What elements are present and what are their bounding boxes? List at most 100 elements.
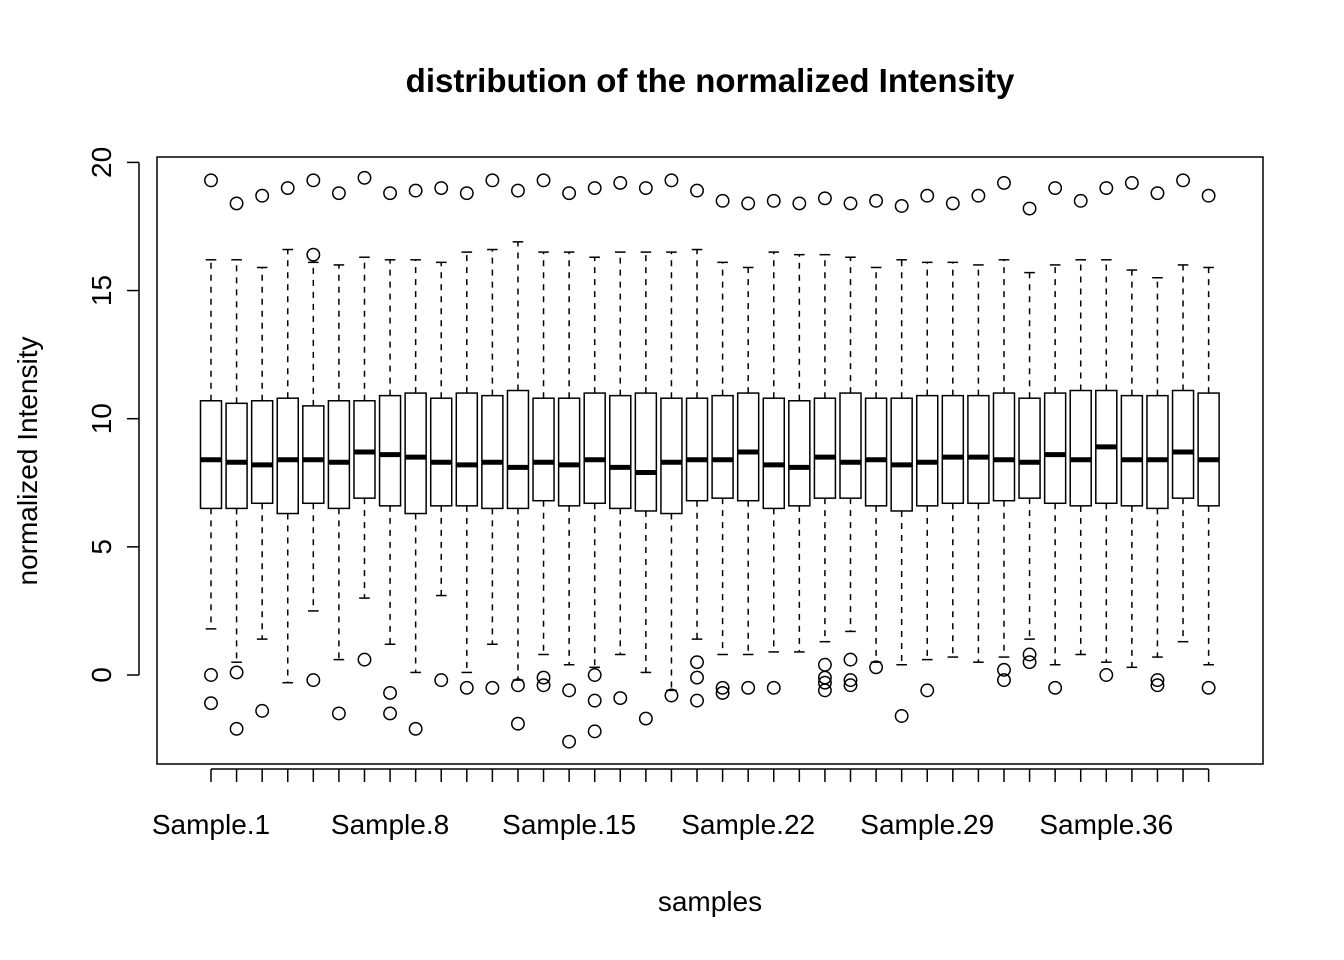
outlier-point xyxy=(255,703,270,718)
box-16 xyxy=(583,181,606,739)
outlier-point xyxy=(613,691,628,706)
outlier-point xyxy=(587,181,602,195)
outlier-point xyxy=(715,680,730,695)
outlier-point xyxy=(1022,655,1037,670)
outlier-point xyxy=(638,181,653,195)
box-11 xyxy=(455,186,479,695)
box-iqr xyxy=(1120,394,1144,507)
outlier-point xyxy=(485,173,500,188)
outlier-point xyxy=(613,175,628,190)
box-iqr xyxy=(915,394,939,507)
outlier-point xyxy=(1073,193,1088,208)
y-axis-label: normalized Intensity xyxy=(12,336,43,585)
box-39 xyxy=(1171,173,1195,643)
box-iqr xyxy=(685,397,709,502)
outlier-point xyxy=(766,193,781,208)
outlier-point xyxy=(1099,668,1114,682)
outlier-point xyxy=(1048,680,1063,695)
box-iqr xyxy=(327,400,351,510)
y-axis: 0 5 10 15 20 xyxy=(86,147,140,683)
box-6 xyxy=(327,186,351,721)
box-5 xyxy=(302,173,325,688)
outlier-point xyxy=(204,173,218,188)
outlier-point xyxy=(229,665,244,680)
box-31 xyxy=(967,188,990,663)
box-17 xyxy=(609,175,632,706)
box-iqr xyxy=(711,394,734,499)
outlier-point xyxy=(587,668,602,682)
outlier-point xyxy=(843,652,858,667)
outlier-point xyxy=(1022,201,1037,216)
outlier-point xyxy=(997,673,1011,688)
box-8 xyxy=(378,186,402,721)
outlier-point xyxy=(562,683,577,698)
x-tick-label: Sample.15 xyxy=(502,809,636,840)
outlier-point xyxy=(920,188,935,203)
box-iqr xyxy=(864,397,888,507)
x-tick-label: Sample.22 xyxy=(681,809,815,840)
box-iqr xyxy=(941,394,965,505)
box-4 xyxy=(276,181,299,684)
outlier-point xyxy=(562,186,577,201)
box-iqr xyxy=(967,394,990,505)
x-tick-label: Sample.1 xyxy=(152,809,270,840)
y-tick-label: 15 xyxy=(86,275,117,306)
box-iqr xyxy=(1146,394,1169,510)
outlier-point xyxy=(562,734,577,749)
outlier-point xyxy=(638,711,653,726)
box-iqr xyxy=(455,392,479,507)
y-tick-label: 0 xyxy=(86,667,117,683)
x-axis-label: samples xyxy=(658,886,762,917)
box-21 xyxy=(711,193,734,700)
outlier-point xyxy=(408,721,423,736)
box-iqr xyxy=(199,400,223,510)
outlier-point xyxy=(869,660,884,675)
box-7 xyxy=(353,170,376,667)
outlier-point xyxy=(1048,181,1063,195)
box-35 xyxy=(1069,193,1092,656)
box-13 xyxy=(506,183,530,731)
plot-frame xyxy=(156,156,1264,765)
outlier-point xyxy=(1022,647,1037,662)
outlier-point xyxy=(792,196,807,211)
outlier-point xyxy=(204,696,218,711)
outlier-point xyxy=(690,183,704,198)
outlier-point xyxy=(715,685,730,700)
box-1 xyxy=(199,173,223,711)
box-34 xyxy=(1043,181,1067,695)
box-iqr xyxy=(250,400,274,505)
box-iqr xyxy=(532,397,555,502)
outlier-point xyxy=(229,721,244,736)
box-26 xyxy=(839,196,862,693)
outlier-point xyxy=(383,186,398,201)
box-iqr xyxy=(1171,389,1195,499)
outlier-point xyxy=(204,668,218,682)
box-12 xyxy=(481,173,504,695)
box-19 xyxy=(660,173,683,703)
box-iqr xyxy=(276,397,299,515)
box-10 xyxy=(429,181,453,688)
outlier-point xyxy=(331,706,346,721)
box-iqr xyxy=(225,402,248,510)
box-33 xyxy=(1018,201,1041,670)
outlier-point xyxy=(434,673,449,688)
box-iqr xyxy=(583,392,606,505)
outlier-point xyxy=(817,675,832,690)
outlier-point xyxy=(894,709,909,723)
box-3 xyxy=(250,188,274,718)
box-iqr xyxy=(813,397,837,499)
box-iqr xyxy=(788,400,811,507)
box-30 xyxy=(941,196,965,658)
box-iqr xyxy=(481,394,504,510)
outlier-point xyxy=(1124,175,1139,190)
outlier-point xyxy=(945,196,960,211)
outlier-point xyxy=(536,670,551,685)
outlier-point xyxy=(459,186,474,201)
box-28 xyxy=(890,199,913,723)
box-38 xyxy=(1146,186,1169,693)
outlier-point xyxy=(1201,680,1216,695)
outlier-point xyxy=(843,678,858,693)
outlier-point xyxy=(690,670,704,685)
box-iqr xyxy=(890,397,913,512)
box-iqr xyxy=(1197,392,1220,507)
